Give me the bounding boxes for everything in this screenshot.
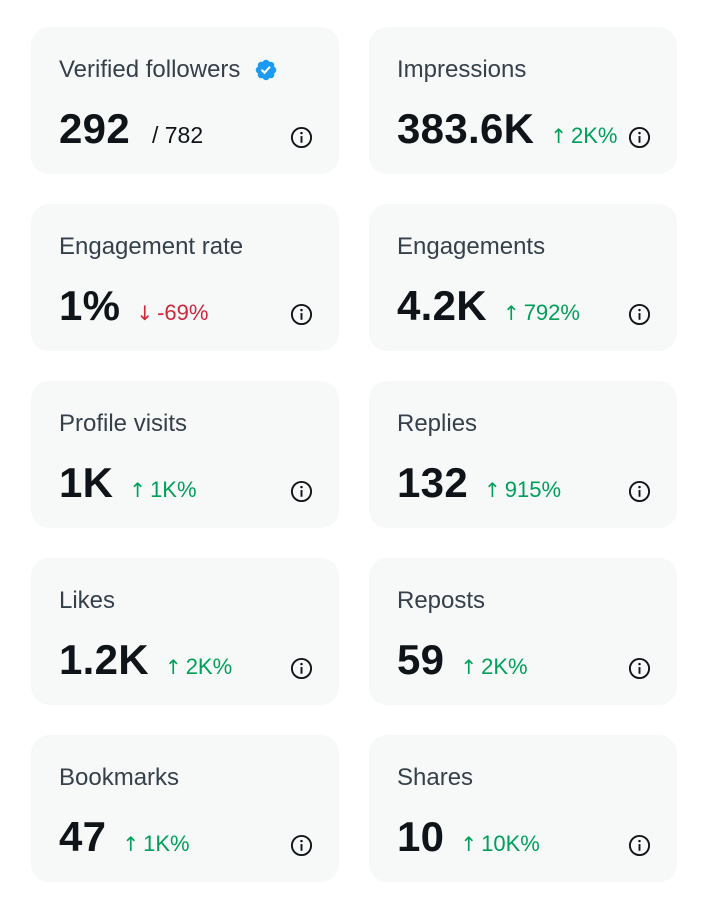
value-row: 383.6K ↑ 2K% <box>397 105 617 153</box>
arrow-down-icon: ↓ <box>136 301 154 325</box>
info-icon[interactable] <box>290 303 313 326</box>
delta-value: 2K% <box>481 654 528 679</box>
value-row: 132 ↑ 915% <box>397 459 561 507</box>
card-engagement-rate: Engagement rate 1% ↓ -69% <box>31 204 339 351</box>
card-title-wrap: Impressions <box>397 56 526 84</box>
delta-value: 792% <box>523 300 580 325</box>
card-title-wrap: Engagement rate <box>59 233 243 261</box>
card-value: 4.2K <box>397 282 487 329</box>
info-icon[interactable] <box>290 657 313 680</box>
card-profile-visits: Profile visits 1K ↑ 1K% <box>31 381 339 528</box>
info-icon[interactable] <box>628 834 651 857</box>
arrow-up-icon: ↑ <box>122 832 140 856</box>
card-title: Likes <box>59 587 116 614</box>
card-impressions: Impressions 383.6K ↑ 2K% <box>369 27 677 174</box>
card-title: Engagements <box>397 233 546 260</box>
delta-value: 1K% <box>150 477 197 502</box>
arrow-up-icon: ↑ <box>502 301 520 325</box>
card-bookmarks: Bookmarks 47 ↑ 1K% <box>31 735 339 882</box>
delta-indicator: ↑ 1K% <box>122 831 189 857</box>
delta-indicator: ↑ 1K% <box>129 477 196 503</box>
card-engagements: Engagements 4.2K ↑ 792% <box>369 204 677 351</box>
card-title-wrap: Reposts <box>397 587 485 615</box>
info-icon[interactable] <box>628 480 651 503</box>
value-row: 59 ↑ 2K% <box>397 636 528 684</box>
card-title-wrap: Likes <box>59 587 115 615</box>
delta-indicator: ↑ 792% <box>503 300 580 326</box>
delta-value: 915% <box>504 477 562 502</box>
delta-indicator: ↑ 915% <box>484 477 561 503</box>
card-value: 383.6K <box>397 105 535 152</box>
info-icon[interactable] <box>290 834 313 857</box>
value-row: 4.2K ↑ 792% <box>397 282 580 330</box>
card-title-wrap: Replies <box>397 410 477 438</box>
card-title-wrap: Verified followers <box>59 56 278 84</box>
card-reposts: Reposts 59 ↑ 2K% <box>369 558 677 705</box>
verified-badge-icon <box>256 59 277 81</box>
card-title: Replies <box>397 410 478 437</box>
card-replies: Replies 132 ↑ 915% <box>369 381 677 528</box>
arrow-up-icon: ↑ <box>550 124 567 148</box>
card-value: 292 <box>59 105 130 152</box>
card-title: Impressions <box>397 56 527 83</box>
value-row: 47 ↑ 1K% <box>59 813 190 861</box>
delta-indicator: ↑ 2K% <box>550 123 617 149</box>
card-value: 132 <box>397 459 468 506</box>
card-title: Verified followers <box>59 56 241 83</box>
analytics-grid: Verified followers 292 / 782 Impressions… <box>31 27 677 882</box>
card-shares: Shares 10 ↑ 10K% <box>369 735 677 882</box>
value-row: 1K ↑ 1K% <box>59 459 197 507</box>
card-title-wrap: Profile visits <box>59 410 187 438</box>
arrow-up-icon: ↑ <box>129 478 147 502</box>
card-title: Bookmarks <box>59 764 180 791</box>
delta-value: 2K% <box>571 123 618 148</box>
value-row: 10 ↑ 10K% <box>397 813 540 861</box>
card-value: 59 <box>397 636 445 683</box>
value-row: 292 / 782 <box>59 105 203 153</box>
card-verified-followers: Verified followers 292 / 782 <box>31 27 339 174</box>
delta-indicator: ↓ -69% <box>136 300 208 326</box>
info-icon[interactable] <box>628 303 651 326</box>
delta-value: -69% <box>157 300 209 325</box>
card-value: 1.2K <box>59 636 149 683</box>
arrow-up-icon: ↑ <box>164 655 182 679</box>
card-title: Engagement rate <box>59 233 244 260</box>
card-value: 1% <box>59 282 121 329</box>
arrow-up-icon: ↑ <box>460 655 478 679</box>
info-icon[interactable] <box>290 480 313 503</box>
delta-indicator: ↑ 2K% <box>460 654 527 680</box>
delta-indicator: ↑ 10K% <box>460 831 539 857</box>
card-value: 1K <box>59 459 114 506</box>
card-title: Shares <box>397 764 474 791</box>
card-value: 10 <box>397 813 445 860</box>
delta-value: 2K% <box>185 654 233 679</box>
arrow-up-icon: ↑ <box>460 832 478 856</box>
card-likes: Likes 1.2K ↑ 2K% <box>31 558 339 705</box>
delta-value: 10K% <box>481 831 540 856</box>
card-title: Profile visits <box>59 410 188 437</box>
value-row: 1% ↓ -69% <box>59 282 208 330</box>
arrow-up-icon: ↑ <box>483 478 501 502</box>
info-icon[interactable] <box>628 126 651 149</box>
value-row: 1.2K ↑ 2K% <box>59 636 232 684</box>
info-icon[interactable] <box>628 657 651 680</box>
delta-indicator: ↑ 2K% <box>165 654 232 680</box>
delta-value: 1K% <box>143 831 190 856</box>
card-value: 47 <box>59 813 107 860</box>
info-icon[interactable] <box>290 126 313 149</box>
card-title-wrap: Bookmarks <box>59 764 179 792</box>
card-title-wrap: Shares <box>397 764 473 792</box>
card-title: Reposts <box>397 587 486 614</box>
card-title-wrap: Engagements <box>397 233 545 261</box>
card-secondary-value: / 782 <box>151 122 204 148</box>
